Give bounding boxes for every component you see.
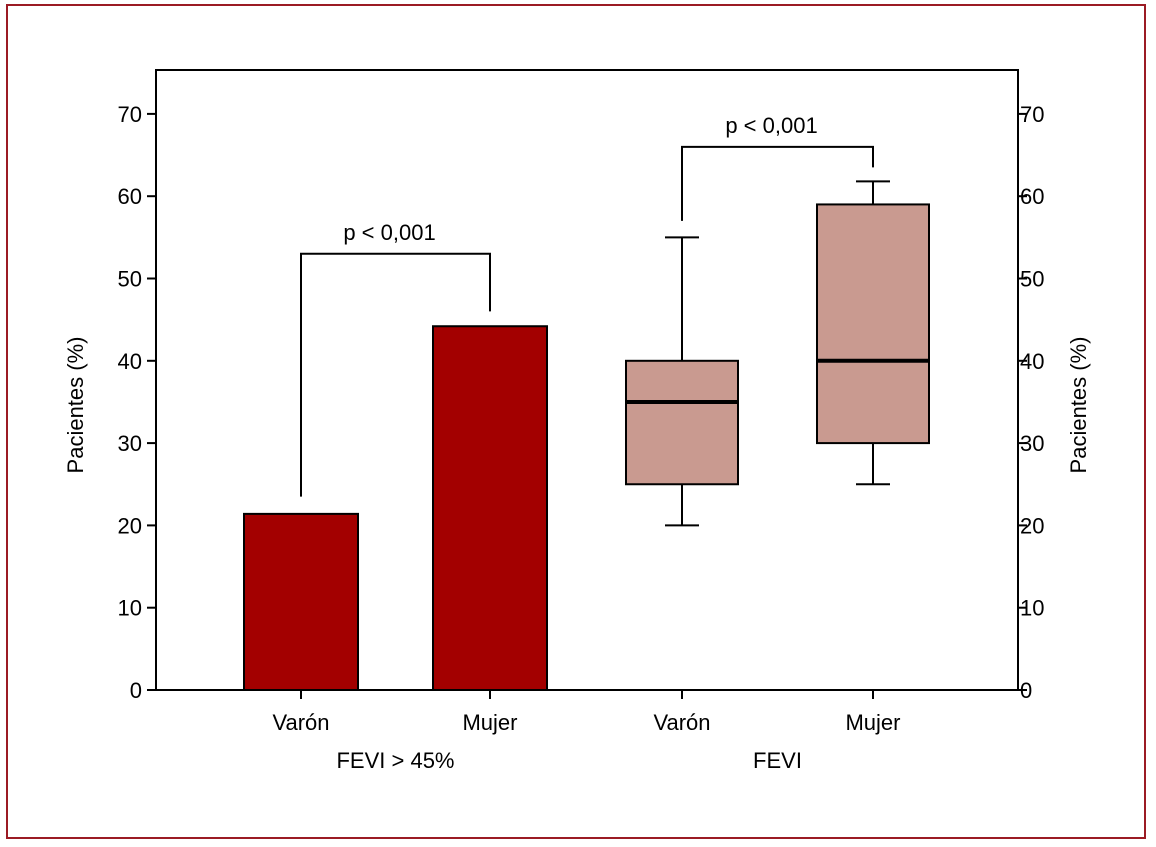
x-category-label: Mujer	[845, 710, 900, 735]
left-tick-label: 70	[118, 102, 142, 127]
right-axis-label: Pacientes (%)	[1066, 337, 1091, 474]
right-tick-label: 70	[1020, 102, 1044, 127]
left-tick-label: 50	[118, 267, 142, 292]
left-tick-label: 40	[118, 349, 142, 374]
bar	[432, 325, 548, 691]
figure-frame	[6, 4, 1146, 839]
p-value-label: p < 0,001	[343, 220, 435, 245]
left-axis-label: Pacientes (%)	[63, 337, 88, 474]
chart-marks: p < 0,001 p < 0,001	[243, 113, 930, 699]
box	[625, 359, 739, 486]
right-tick-label: 10	[1020, 596, 1044, 621]
right-tick-label: 0	[1020, 678, 1032, 703]
right-tick-label: 60	[1020, 184, 1044, 209]
left-tick-label: 30	[118, 431, 142, 456]
x-axis-labels: Varón Mujer FEVI > 45% Varón Mujer FEVI	[272, 710, 900, 773]
right-axis: 0 10 20 30 40 50 60 70	[1018, 102, 1044, 703]
right-tick-label: 20	[1020, 513, 1044, 538]
plot-area	[155, 69, 1019, 691]
left-axis: 0 10 20 30 40 50 60 70	[118, 102, 156, 703]
x-category-label: Varón	[653, 710, 710, 735]
bar	[243, 512, 359, 691]
right-tick-label: 30	[1020, 431, 1044, 456]
left-tick-label: 20	[118, 513, 142, 538]
left-tick-label: 10	[118, 596, 142, 621]
left-tick-label: 60	[118, 184, 142, 209]
significance-bracket	[681, 145, 874, 221]
x-category-label: Mujer	[462, 710, 517, 735]
group-label: FEVI > 45%	[336, 748, 454, 773]
left-tick-label: 0	[130, 678, 142, 703]
group-label: FEVI	[753, 748, 802, 773]
x-category-label: Varón	[272, 710, 329, 735]
right-tick-label: 40	[1020, 349, 1044, 374]
right-tick-label: 50	[1020, 267, 1044, 292]
p-value-label: p < 0,001	[725, 113, 817, 138]
box	[816, 203, 930, 445]
significance-bracket	[300, 252, 491, 497]
